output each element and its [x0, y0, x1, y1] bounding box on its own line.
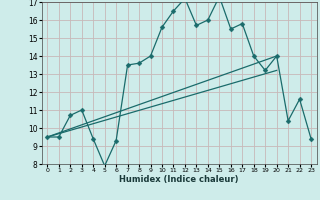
X-axis label: Humidex (Indice chaleur): Humidex (Indice chaleur)	[119, 175, 239, 184]
